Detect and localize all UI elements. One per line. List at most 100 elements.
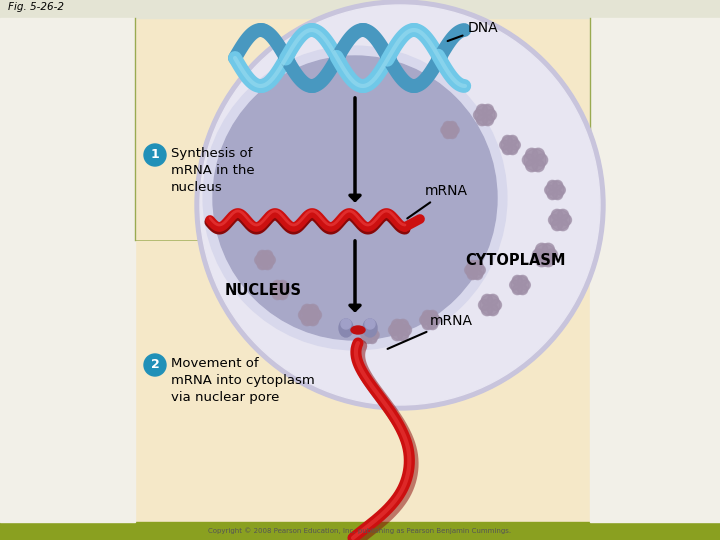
Circle shape [144, 354, 166, 376]
Circle shape [255, 255, 264, 265]
Circle shape [441, 126, 449, 134]
Circle shape [501, 136, 519, 154]
Circle shape [263, 251, 273, 260]
Circle shape [256, 251, 274, 269]
Circle shape [467, 269, 477, 280]
Circle shape [278, 280, 288, 291]
Circle shape [397, 330, 408, 341]
Circle shape [444, 130, 452, 139]
Circle shape [464, 265, 474, 275]
Text: mRNA: mRNA [408, 184, 468, 218]
Text: Synthesis of
mRNA in the
nucleus: Synthesis of mRNA in the nucleus [171, 147, 255, 194]
Circle shape [257, 251, 267, 260]
Circle shape [467, 260, 477, 271]
Circle shape [420, 315, 430, 325]
Bar [0, 18, 135, 522]
Ellipse shape [351, 326, 365, 334]
Circle shape [205, 48, 505, 348]
Circle shape [546, 249, 558, 261]
Circle shape [272, 280, 282, 291]
Circle shape [547, 190, 557, 200]
Circle shape [213, 56, 497, 340]
Text: Movement of
mRNA into cytoplasm
via nuclear pore: Movement of mRNA into cytoplasm via nucl… [171, 357, 315, 404]
Circle shape [510, 140, 521, 150]
Circle shape [400, 325, 412, 335]
Circle shape [302, 305, 312, 315]
Circle shape [542, 255, 554, 267]
Circle shape [448, 130, 456, 139]
Circle shape [503, 136, 512, 145]
Bar [0, 0, 720, 18]
Circle shape [272, 290, 282, 300]
Circle shape [536, 154, 548, 166]
Text: 1: 1 [150, 148, 159, 161]
Circle shape [549, 214, 559, 226]
Text: Fig. 5-26-2: Fig. 5-26-2 [8, 2, 64, 12]
Circle shape [544, 185, 554, 195]
Circle shape [536, 243, 548, 255]
Circle shape [444, 122, 452, 130]
Circle shape [300, 305, 320, 325]
Circle shape [475, 265, 485, 275]
Circle shape [144, 144, 166, 166]
Circle shape [522, 154, 534, 166]
Circle shape [482, 305, 492, 316]
Circle shape [536, 255, 548, 267]
Circle shape [266, 255, 275, 265]
Circle shape [200, 5, 600, 405]
Text: Copyright © 2008 Pearson Education, Inc. publishing as Pearson Benjamin Cummings: Copyright © 2008 Pearson Education, Inc.… [208, 528, 512, 534]
Circle shape [500, 140, 510, 150]
Circle shape [526, 148, 538, 160]
Circle shape [451, 126, 459, 134]
Text: NUCLEUS: NUCLEUS [225, 283, 302, 298]
Text: DNA: DNA [448, 21, 499, 41]
Circle shape [257, 260, 267, 269]
Circle shape [524, 149, 546, 171]
Circle shape [477, 104, 487, 116]
Circle shape [428, 310, 438, 320]
Bar [0, 522, 720, 540]
Bar [590, 18, 720, 522]
Circle shape [482, 114, 493, 126]
Circle shape [271, 281, 289, 299]
Circle shape [480, 295, 500, 315]
Text: 2: 2 [150, 359, 159, 372]
Circle shape [526, 160, 538, 172]
Circle shape [518, 285, 528, 295]
Circle shape [423, 310, 432, 320]
Circle shape [557, 210, 569, 220]
Circle shape [363, 335, 372, 343]
Circle shape [553, 180, 562, 190]
Circle shape [423, 320, 432, 329]
Circle shape [448, 122, 456, 130]
Circle shape [532, 160, 544, 172]
Circle shape [557, 220, 569, 231]
Circle shape [431, 315, 441, 325]
Text: CYTOPLASM: CYTOPLASM [465, 253, 565, 268]
Circle shape [534, 244, 556, 266]
Circle shape [552, 210, 562, 220]
Circle shape [421, 311, 439, 329]
Circle shape [442, 122, 458, 138]
Circle shape [479, 300, 490, 310]
Ellipse shape [339, 319, 353, 337]
Circle shape [307, 305, 318, 315]
Circle shape [487, 294, 498, 305]
Circle shape [482, 294, 492, 305]
Circle shape [428, 320, 438, 329]
Circle shape [368, 335, 377, 343]
Circle shape [370, 330, 379, 340]
Circle shape [310, 309, 322, 321]
Text: mRNA: mRNA [387, 314, 473, 349]
Circle shape [392, 330, 402, 341]
Circle shape [195, 0, 605, 410]
Ellipse shape [363, 319, 377, 337]
Circle shape [532, 148, 544, 160]
Ellipse shape [365, 319, 375, 329]
Circle shape [397, 319, 408, 330]
Circle shape [510, 280, 520, 290]
Circle shape [302, 315, 312, 326]
Circle shape [518, 275, 528, 285]
Ellipse shape [341, 319, 351, 329]
Circle shape [368, 327, 377, 335]
